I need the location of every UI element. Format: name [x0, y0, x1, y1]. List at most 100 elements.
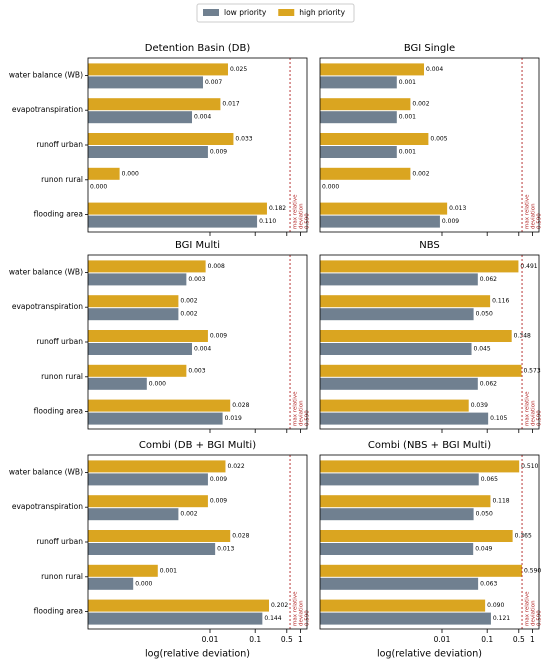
- bar: [320, 495, 491, 508]
- bar: [320, 167, 411, 180]
- bar: [320, 564, 523, 577]
- threshold-label: max relative: [525, 194, 531, 229]
- bar: [88, 508, 179, 521]
- bar: [88, 343, 193, 355]
- value-label: 0.000: [322, 183, 339, 190]
- bar: [88, 577, 134, 590]
- bar: [88, 412, 223, 425]
- value-label: 0.004: [194, 114, 211, 121]
- bar: [320, 260, 519, 273]
- bar: [320, 295, 491, 308]
- value-label: 0.050: [476, 511, 493, 518]
- value-label: 0.510: [521, 463, 538, 470]
- bar: [88, 98, 221, 111]
- bar: [320, 377, 478, 390]
- y-tick-label: runon rural: [41, 175, 83, 184]
- y-tick-label: evapotranspiration: [12, 502, 83, 511]
- bar: [320, 215, 440, 228]
- value-label: 0.000: [135, 580, 152, 587]
- bar: [320, 543, 474, 555]
- bar: [88, 133, 234, 145]
- plot-frame: [87, 57, 308, 233]
- threshold-label: 0.590: [537, 213, 543, 229]
- value-label: 0.118: [492, 498, 509, 505]
- y-tick-label: water balance (WB): [9, 267, 83, 276]
- y-tick-label: flooding area: [34, 607, 83, 616]
- bar: [88, 495, 208, 508]
- value-label: 0.039: [471, 402, 488, 409]
- bar: [88, 377, 147, 390]
- x-tick-label: 0.01: [202, 635, 219, 644]
- value-label: 0.001: [160, 567, 177, 574]
- value-label: 0.009: [210, 498, 227, 505]
- value-label: 0.002: [412, 101, 429, 108]
- bar: [88, 260, 206, 273]
- bar: [88, 63, 228, 76]
- bar: [88, 612, 263, 625]
- y-tick-label: runoff urban: [36, 337, 83, 346]
- bar: [320, 473, 479, 486]
- threshold-label: 0.590: [537, 410, 543, 426]
- threshold-label: max relative: [525, 391, 531, 426]
- bar: [88, 273, 187, 286]
- bar: [320, 508, 474, 521]
- x-axis-label: log(relative deviation): [377, 649, 482, 660]
- value-label: 0.028: [232, 402, 249, 409]
- bar: [320, 460, 520, 473]
- value-label: 0.491: [520, 263, 537, 270]
- legend-box: [196, 3, 355, 23]
- value-label: 0.000: [149, 380, 166, 387]
- value-label: 0.009: [442, 218, 459, 225]
- bar: [88, 215, 258, 228]
- x-tick-label: 1: [298, 635, 303, 644]
- bar: [320, 364, 522, 377]
- value-label: 0.050: [476, 311, 493, 318]
- x-tick-label: 0.1: [481, 635, 493, 644]
- bar: [88, 473, 208, 486]
- value-label: 0.008: [208, 263, 225, 270]
- value-label: 0.573: [523, 367, 540, 374]
- y-tick-label: runon rural: [41, 572, 83, 581]
- value-label: 0.065: [481, 476, 498, 483]
- y-tick-label: water balance (WB): [9, 70, 83, 79]
- bar: [88, 564, 158, 577]
- plot-frame: [87, 254, 308, 430]
- value-label: 0.116: [492, 298, 509, 305]
- x-axis-label: log(relative deviation): [145, 649, 250, 660]
- plot-frame: [319, 454, 540, 630]
- value-label: 0.003: [188, 276, 205, 283]
- panel-title: Detention Basin (DB): [145, 43, 251, 54]
- value-label: 0.025: [230, 66, 247, 73]
- value-label: 0.144: [264, 615, 281, 622]
- threshold-label: deviation: [299, 600, 305, 626]
- plot-frame: [319, 254, 540, 430]
- threshold-label: 0.590: [305, 213, 311, 229]
- panel-title: NBS: [419, 240, 440, 251]
- x-tick-label: 1: [530, 635, 535, 644]
- threshold-label: deviation: [299, 400, 305, 426]
- legend-label: low priority: [224, 8, 267, 17]
- value-label: 0.590: [524, 567, 541, 574]
- bar: [320, 530, 513, 542]
- x-tick-label: 0.5: [281, 635, 293, 644]
- value-label: 0.045: [474, 346, 491, 353]
- legend-swatch: [203, 9, 219, 16]
- bar: [88, 364, 187, 377]
- bar: [320, 399, 469, 412]
- bar: [320, 146, 397, 158]
- bar: [88, 202, 267, 215]
- bar: [88, 530, 231, 542]
- value-label: 0.009: [210, 476, 227, 483]
- value-label: 0.000: [122, 170, 139, 177]
- value-label: 0.005: [430, 136, 447, 143]
- value-label: 0.019: [225, 415, 242, 422]
- threshold-label: 0.590: [537, 610, 543, 626]
- bar: [320, 76, 397, 89]
- value-label: 0.013: [217, 546, 234, 553]
- panel-title: BGI Multi: [175, 240, 220, 251]
- bar: [88, 76, 203, 89]
- value-label: 0.000: [90, 183, 107, 190]
- threshold-label: max relative: [293, 591, 299, 626]
- value-label: 0.110: [259, 218, 276, 225]
- bar: [88, 399, 231, 412]
